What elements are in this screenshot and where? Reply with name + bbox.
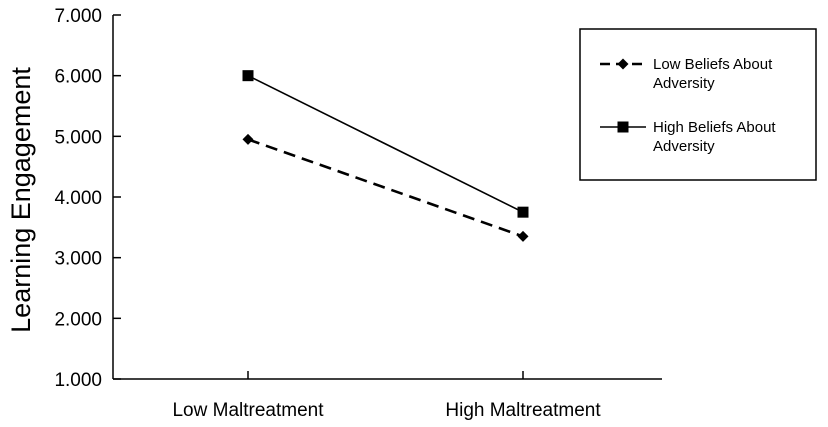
y-tick-label: 6.000	[54, 67, 102, 88]
y-axis-title: Learning Engagement	[6, 67, 36, 333]
y-tick-label: 2.000	[54, 309, 102, 330]
series-diamond	[242, 133, 529, 242]
y-tick-label: 3.000	[54, 249, 102, 270]
y-tick-label: 1.000	[54, 370, 102, 391]
y-tick-label: 7.000	[54, 6, 102, 27]
axes: 1.000 2.000 3.000 4.000 5.000 6.000 7.000 Low M…	[54, 6, 662, 421]
legend: Low Beliefs About Adversity High Beliefs A…	[579, 28, 817, 181]
legend-label: Adversity	[653, 138, 715, 155]
legend-label: Low Beliefs About	[653, 56, 773, 73]
y-tick-label: 4.000	[54, 188, 102, 209]
series-line	[247, 74, 524, 213]
diamond-marker	[617, 58, 629, 70]
series-line	[247, 138, 524, 238]
square-marker	[617, 121, 629, 133]
diamond-marker	[517, 230, 529, 242]
x-tick-label: High Maltreatment	[445, 400, 601, 421]
square-marker	[242, 70, 254, 82]
legend-label: High Beliefs About	[653, 119, 776, 136]
legend-box	[579, 28, 817, 181]
square-marker	[517, 206, 529, 218]
series-square	[242, 70, 529, 218]
legend-label: Adversity	[653, 75, 715, 92]
series-group	[242, 70, 529, 242]
diamond-marker	[242, 133, 254, 145]
x-tick-label: Low Maltreatment	[172, 400, 324, 421]
y-tick-label: 5.000	[54, 127, 102, 148]
